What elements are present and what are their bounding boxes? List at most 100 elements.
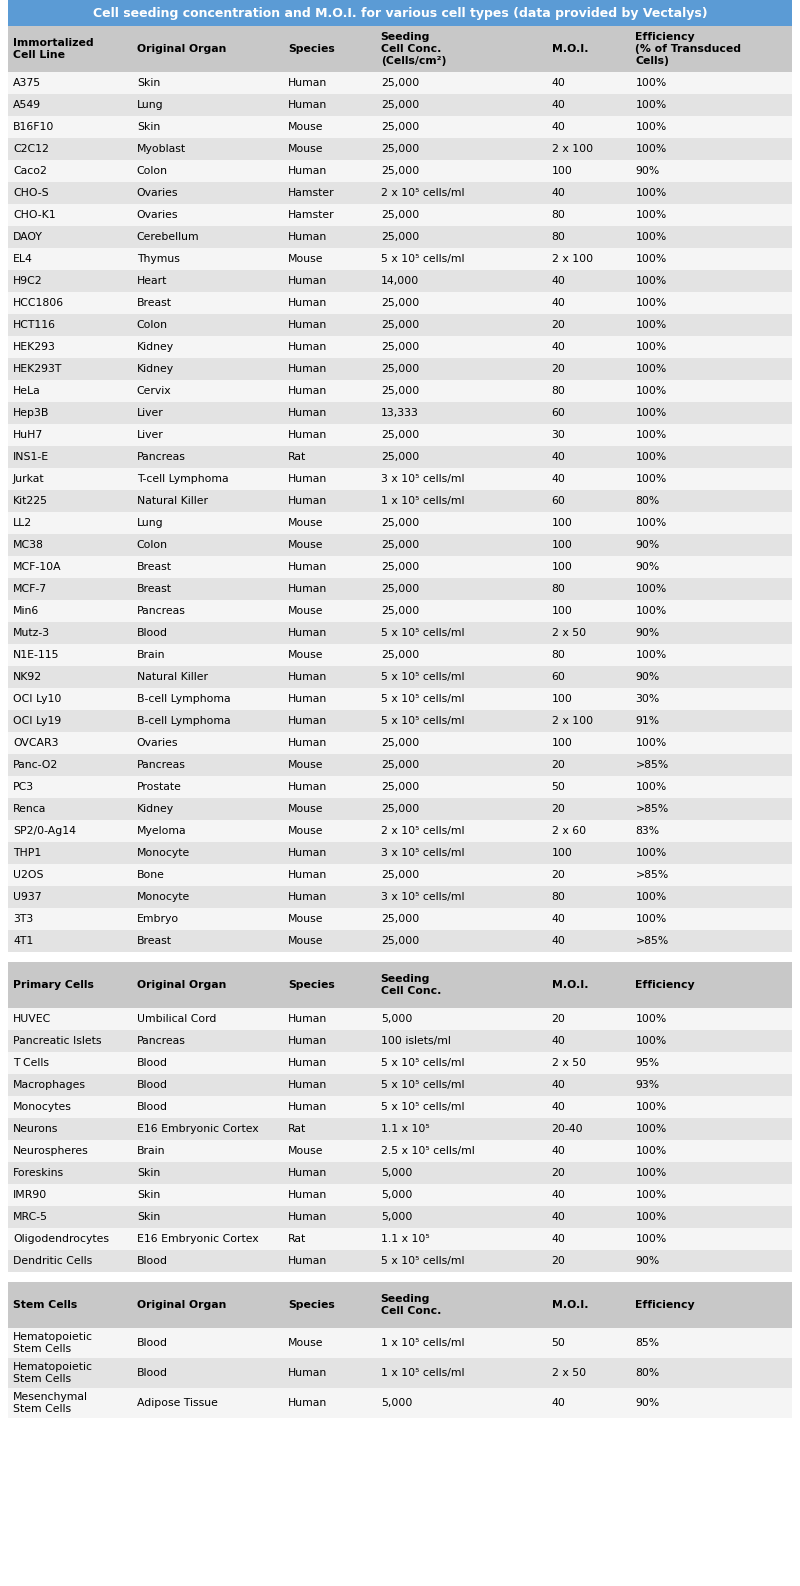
Text: 5,000: 5,000 <box>381 1212 412 1221</box>
Text: CHO-S: CHO-S <box>13 189 49 198</box>
Text: Blood: Blood <box>137 1369 168 1378</box>
Text: OVCAR3: OVCAR3 <box>13 737 58 749</box>
Text: Cerebellum: Cerebellum <box>137 232 199 243</box>
Text: 100%: 100% <box>635 298 666 308</box>
Text: 5 x 10⁵ cells/ml: 5 x 10⁵ cells/ml <box>381 628 464 638</box>
Bar <box>8 423 792 446</box>
Text: Caco2: Caco2 <box>13 167 47 176</box>
Bar <box>8 909 792 929</box>
Text: 100%: 100% <box>635 1102 666 1112</box>
Bar <box>8 25 792 71</box>
Text: Mouse: Mouse <box>288 606 324 615</box>
Text: 25,000: 25,000 <box>381 122 419 132</box>
Text: 5 x 10⁵ cells/ml: 5 x 10⁵ cells/ml <box>381 1256 464 1266</box>
Bar <box>8 1388 792 1418</box>
Text: Human: Human <box>288 782 327 791</box>
Text: 14,000: 14,000 <box>381 276 419 285</box>
Text: 25,000: 25,000 <box>381 561 419 573</box>
Text: MCF-10A: MCF-10A <box>13 561 62 573</box>
Text: Pancreas: Pancreas <box>137 452 186 462</box>
Text: Human: Human <box>288 561 327 573</box>
Text: 100%: 100% <box>635 584 666 595</box>
Bar <box>8 929 792 952</box>
Text: Original Organ: Original Organ <box>137 44 226 54</box>
Text: Monocyte: Monocyte <box>137 891 190 902</box>
Text: Human: Human <box>288 343 327 352</box>
Text: 2 x 50: 2 x 50 <box>552 628 586 638</box>
Text: >85%: >85% <box>635 760 669 769</box>
Bar <box>8 1118 792 1140</box>
Text: 40: 40 <box>552 1102 566 1112</box>
Text: 25,000: 25,000 <box>381 343 419 352</box>
Text: 90%: 90% <box>635 628 660 638</box>
Text: Efficiency
(% of Transduced
Cells): Efficiency (% of Transduced Cells) <box>635 32 742 67</box>
Text: Human: Human <box>288 1080 327 1090</box>
Text: 2 x 100: 2 x 100 <box>552 715 593 726</box>
Text: 40: 40 <box>552 298 566 308</box>
Text: 2 x 60: 2 x 60 <box>552 826 586 836</box>
Text: 100%: 100% <box>635 891 666 902</box>
Text: 20: 20 <box>552 1013 566 1025</box>
Text: Human: Human <box>288 672 327 682</box>
Text: Human: Human <box>288 1058 327 1067</box>
Bar <box>8 644 792 666</box>
Bar <box>8 490 792 512</box>
Text: 20: 20 <box>552 1167 566 1178</box>
Bar <box>8 733 792 753</box>
Text: Primary Cells: Primary Cells <box>13 980 94 990</box>
Text: 5 x 10⁵ cells/ml: 5 x 10⁵ cells/ml <box>381 1102 464 1112</box>
Text: Prostate: Prostate <box>137 782 182 791</box>
Text: MRC-5: MRC-5 <box>13 1212 48 1221</box>
Text: Brain: Brain <box>137 650 166 660</box>
Text: 100%: 100% <box>635 1036 666 1047</box>
Text: 3 x 10⁵ cells/ml: 3 x 10⁵ cells/ml <box>381 891 464 902</box>
Text: Breast: Breast <box>137 298 172 308</box>
Text: 100%: 100% <box>635 430 666 439</box>
Text: 40: 40 <box>552 474 566 484</box>
Text: 20: 20 <box>552 1256 566 1266</box>
Bar <box>8 753 792 776</box>
Text: 2 x 10⁵ cells/ml: 2 x 10⁵ cells/ml <box>381 826 464 836</box>
Text: 100%: 100% <box>635 849 666 858</box>
Text: 80%: 80% <box>635 496 660 506</box>
Bar <box>8 842 792 864</box>
Text: Blood: Blood <box>137 628 168 638</box>
Text: 100: 100 <box>552 167 573 176</box>
Text: 100%: 100% <box>635 100 666 109</box>
Text: Monocytes: Monocytes <box>13 1102 72 1112</box>
Text: Skin: Skin <box>137 122 160 132</box>
Text: T-cell Lymphoma: T-cell Lymphoma <box>137 474 229 484</box>
Text: Pancreatic Islets: Pancreatic Islets <box>13 1036 102 1047</box>
Text: 90%: 90% <box>635 1397 660 1408</box>
Text: 80: 80 <box>552 232 566 243</box>
Text: 100: 100 <box>552 737 573 749</box>
Text: E16 Embryonic Cortex: E16 Embryonic Cortex <box>137 1234 258 1243</box>
Text: M.O.I.: M.O.I. <box>552 44 588 54</box>
Bar <box>8 358 792 381</box>
Text: Panc-O2: Panc-O2 <box>13 760 58 769</box>
Text: Bone: Bone <box>137 871 165 880</box>
Text: B-cell Lymphoma: B-cell Lymphoma <box>137 695 230 704</box>
Text: 50: 50 <box>552 782 566 791</box>
Text: HEK293T: HEK293T <box>13 365 62 374</box>
Text: 100%: 100% <box>635 78 666 87</box>
Text: Human: Human <box>288 1036 327 1047</box>
Text: 100%: 100% <box>635 1013 666 1025</box>
Text: 80: 80 <box>552 385 566 396</box>
Text: 100%: 100% <box>635 209 666 220</box>
Text: Colon: Colon <box>137 320 168 330</box>
Text: 25,000: 25,000 <box>381 144 419 154</box>
Text: Ovaries: Ovaries <box>137 737 178 749</box>
Text: 5 x 10⁵ cells/ml: 5 x 10⁵ cells/ml <box>381 695 464 704</box>
Text: Human: Human <box>288 584 327 595</box>
Text: 5 x 10⁵ cells/ml: 5 x 10⁵ cells/ml <box>381 1080 464 1090</box>
Bar <box>8 1281 792 1327</box>
Text: 20: 20 <box>552 804 566 814</box>
Text: Lung: Lung <box>137 100 163 109</box>
Text: Species: Species <box>288 1301 335 1310</box>
Text: 100%: 100% <box>635 365 666 374</box>
Text: Mouse: Mouse <box>288 650 324 660</box>
Text: 25,000: 25,000 <box>381 209 419 220</box>
Text: Blood: Blood <box>137 1339 168 1348</box>
Text: Liver: Liver <box>137 408 164 419</box>
